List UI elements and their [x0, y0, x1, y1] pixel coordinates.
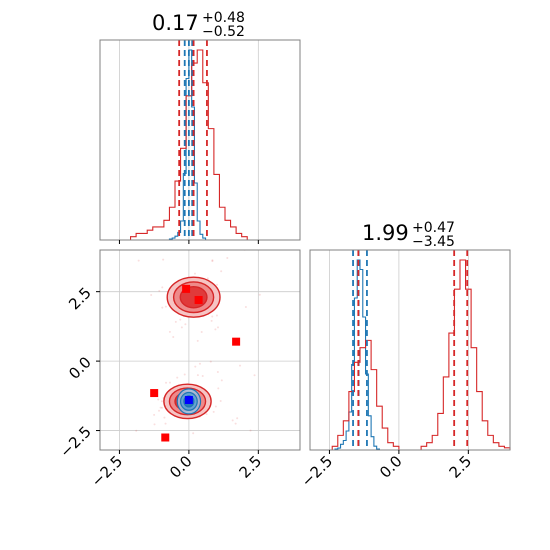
frame-top [99, 39, 301, 241]
marker-5 [184, 396, 193, 404]
scatter-point [196, 374, 199, 377]
panel-2d-density: −2.5 0.0 2.5 −2.5 0.0 2.5 [56, 234, 308, 491]
marker-4 [161, 433, 170, 442]
frame-2d [99, 249, 301, 451]
hist-param-1-series-0 [334, 259, 380, 450]
scatter-point [157, 398, 160, 401]
scatter-point [192, 432, 195, 435]
mid-x-tick-label-1: 0.0 [166, 452, 196, 482]
scatter-point [215, 314, 218, 317]
scatter-point [194, 365, 197, 368]
hist-param-0-series-0 [168, 49, 207, 240]
scatter-point [174, 320, 177, 323]
scatter-point [217, 387, 220, 390]
scatter-point [172, 336, 175, 339]
density-layer [132, 234, 308, 442]
scatter-point [234, 422, 237, 425]
right-x-tick-label-0: −2.5 [298, 452, 336, 490]
scatter-point [210, 319, 213, 322]
scatter-point [201, 375, 204, 378]
title-param-0-minus: −0.52 [202, 24, 245, 40]
scatter-point [164, 305, 167, 308]
scatter-point [198, 362, 201, 365]
scatter-point [183, 373, 186, 376]
scatter-point [160, 400, 163, 403]
scatter-point [164, 422, 167, 425]
scatter-point [216, 283, 219, 286]
panel-hist-param-0 [99, 39, 301, 244]
scatter-point [219, 400, 222, 403]
scatter-point [158, 409, 161, 412]
scatter-point [168, 330, 171, 333]
scatter-point [226, 256, 229, 259]
scatter-point [153, 413, 156, 416]
scatter-point [196, 339, 199, 342]
title-param-1: 1.99 [362, 221, 409, 245]
scatter-point [179, 318, 182, 321]
scatter-point [176, 376, 179, 379]
hist-param-1-series-1 [331, 259, 511, 451]
hist-param-0-series-1 [130, 49, 248, 240]
marker-0 [182, 284, 191, 293]
scatter-point [161, 306, 164, 309]
frame-right [309, 249, 511, 451]
scatter-point [150, 294, 153, 297]
mid-y-tick-label-1: 0.0 [65, 353, 95, 383]
scatter-point [214, 328, 217, 331]
scatter-point [217, 326, 220, 329]
scatter-point [253, 374, 256, 377]
scatter-point [211, 315, 214, 318]
marker-3 [150, 389, 159, 398]
scatter-point [135, 429, 138, 432]
marker-1 [194, 296, 203, 304]
scatter-point [216, 370, 219, 373]
scatter-point [239, 364, 242, 367]
scatter-point [211, 260, 214, 263]
mid-y-tick-label-2: 2.5 [65, 284, 95, 314]
scatter-point [180, 326, 183, 329]
scatter-point [161, 406, 164, 409]
right-x-tick-label-1: 0.0 [376, 452, 406, 482]
scatter-point [205, 413, 208, 416]
scatter-point [236, 417, 239, 420]
scatter-point [306, 288, 308, 290]
right-x-tick-label-2: 2.5 [446, 452, 476, 482]
title-param-0: 0.17 [152, 11, 199, 35]
scatter-point [158, 289, 161, 292]
scatter-point [153, 423, 156, 426]
mid-y-tick-label-0: −2.5 [56, 423, 94, 461]
scatter-point [168, 381, 171, 384]
mid-x-tick-label-0: −2.5 [88, 452, 126, 490]
scatter-point [211, 259, 214, 262]
scatter-point [209, 360, 212, 363]
scatter-point [132, 234, 134, 236]
scatter-point [184, 323, 187, 326]
scatter-point [212, 410, 215, 413]
scatter-point [214, 405, 217, 408]
scatter-point [200, 331, 203, 334]
scatter-point [249, 429, 252, 432]
title-param-0-plus: +0.48 [202, 10, 245, 26]
scatter-point [220, 270, 223, 273]
scatter-point [244, 306, 247, 309]
scatter-point [159, 406, 162, 409]
scatter-point [258, 293, 261, 296]
scatter-point [206, 277, 209, 280]
scatter-point [161, 286, 164, 289]
mid-x-tick-label-2: 2.5 [236, 452, 266, 482]
scatter-point [162, 258, 165, 261]
title-param-1-plus: +0.47 [412, 220, 455, 236]
scatter-point [220, 379, 223, 382]
marker-2 [232, 337, 241, 346]
scatter-point [137, 259, 140, 262]
scatter-point [193, 272, 196, 275]
scatter-point [163, 416, 166, 419]
scatter-point [165, 381, 168, 384]
panel-hist-param-1: −2.5 0.0 2.5 [298, 249, 511, 491]
title-param-1-minus: −3.45 [412, 234, 455, 250]
scatter-point [231, 419, 234, 422]
